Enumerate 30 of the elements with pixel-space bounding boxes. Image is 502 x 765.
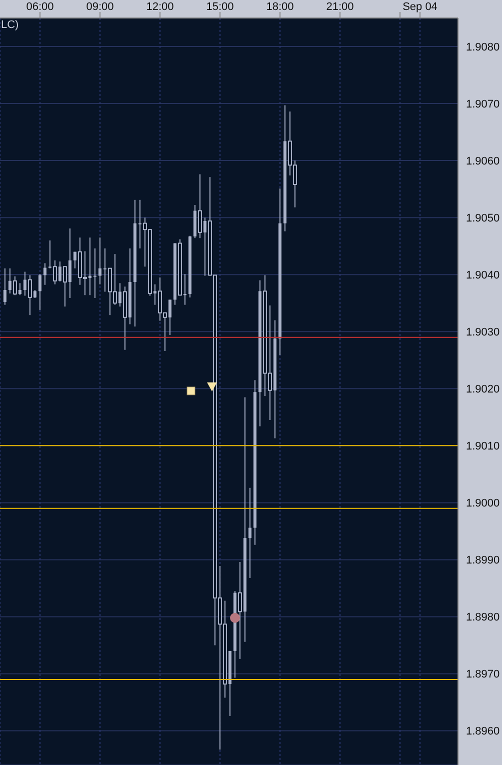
candlestick: [43, 262, 46, 286]
point: [186, 386, 196, 396]
y-tick-label: 1.9070: [466, 98, 500, 110]
y-tick-label: 1.9040: [466, 270, 500, 282]
y-tick-label: 1.9030: [466, 326, 500, 339]
candlestick: [98, 237, 102, 285]
y-tick-label: 1.9010: [466, 440, 500, 453]
candlestick: [248, 487, 252, 578]
y-tick-label: 1.9000: [466, 498, 500, 510]
y-tick-label: 1.8990: [466, 554, 500, 567]
candlestick: [93, 248, 96, 298]
point: [207, 382, 217, 392]
candlestick: [3, 268, 6, 306]
annotation: LC): [1, 19, 19, 31]
x-tick-label: 18:00: [266, 1, 294, 13]
x-tick-label: 21:00: [326, 1, 354, 13]
x-tick-label: 06:00: [26, 1, 54, 13]
point: [230, 612, 240, 623]
y-tick-label: 1.9080: [466, 41, 500, 54]
y-tick-label: 1.9050: [466, 212, 500, 224]
x-tick-label: 12:00: [146, 1, 174, 13]
y-tick-label: 1.8960: [466, 726, 500, 738]
y-tick-label: 1.8970: [466, 668, 500, 681]
x-tick-label: Sep 04: [402, 1, 438, 13]
y-tick-label: 1.8980: [466, 612, 500, 624]
y-tick-label: 1.9020: [466, 384, 500, 396]
y-tick-label: 1.9060: [466, 155, 500, 168]
x-tick-label: 15:00: [206, 1, 234, 13]
candlestick: [38, 274, 42, 310]
x-tick-label: 09:00: [86, 1, 114, 13]
